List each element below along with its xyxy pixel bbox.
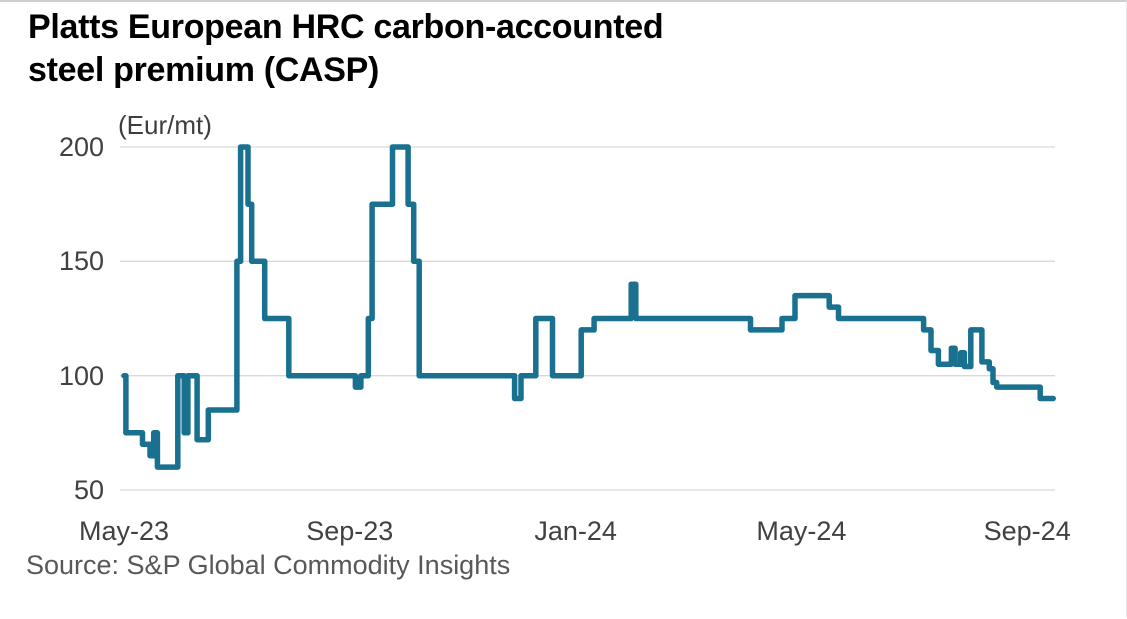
x-tick-label-Sep-24: Sep-24 <box>983 516 1071 546</box>
y-tick-label-50: 50 <box>73 475 104 505</box>
y-tick-label-200: 200 <box>58 132 104 162</box>
gridlines <box>120 146 1055 491</box>
y-axis-unit-label: (Eur/mt) <box>118 110 212 140</box>
x-tick-label-May-23: May-23 <box>78 516 170 546</box>
x-tick-label-Jan-24: Jan-24 <box>534 516 617 546</box>
x-tick-label-Sep-23: Sep-23 <box>306 516 394 546</box>
page-title-line1: Platts European HRC carbon-accounted <box>28 8 664 46</box>
page-title-line2: steel premium (CASP) <box>28 51 380 89</box>
y-tick-label-150: 150 <box>58 246 104 277</box>
y-tick-label-100: 100 <box>58 360 104 391</box>
source-text: Source: S&P Global Commodity Insights <box>26 550 511 580</box>
x-tick-label-May-24: May-24 <box>756 516 847 546</box>
page-title: Platts European HRC carbon-accounted stee… <box>28 6 664 92</box>
casp-series-line <box>121 144 1056 470</box>
